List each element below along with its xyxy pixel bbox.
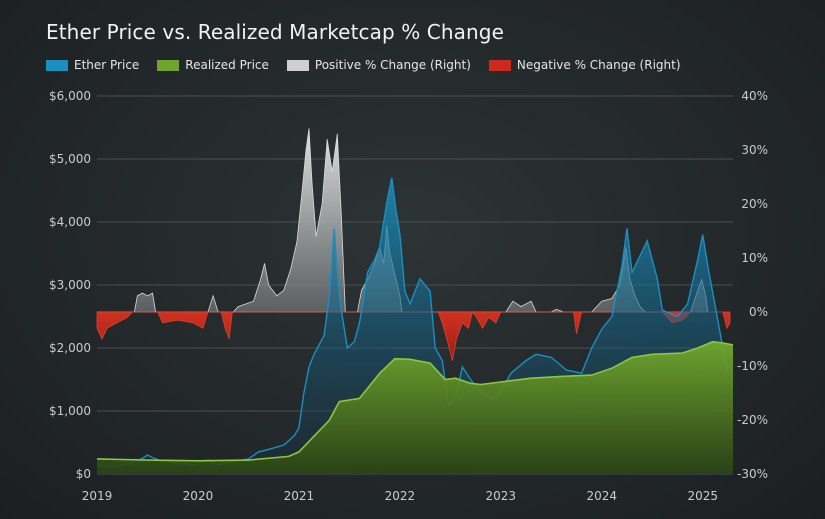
legend-item-realized-price[interactable]: Realized Price [157, 58, 269, 72]
legend-label-positive-change: Positive % Change (Right) [314, 58, 471, 72]
x-tick-label: 2020 [183, 489, 214, 503]
legend-item-negative-change[interactable]: Negative % Change (Right) [488, 58, 681, 72]
legend-swatch-ether-price [46, 59, 68, 71]
legend-swatch-positive-change [286, 59, 309, 71]
y-right-tick-label: 10% [741, 251, 768, 265]
y-left-tick-label: $6,000 [49, 89, 91, 103]
y-right-tick-label: 0% [749, 305, 768, 319]
y-left-tick-label: $0 [76, 467, 91, 481]
x-tick-label: 2019 [82, 489, 113, 503]
legend: Ether Price Realized Price Positive % Ch… [46, 58, 699, 72]
y-right-tick-label: -10% [737, 359, 768, 373]
y-right-tick-label: -30% [737, 467, 768, 481]
x-tick-label: 2025 [687, 489, 718, 503]
legend-swatch-negative-change [488, 59, 511, 71]
chart-title: Ether Price vs. Realized Marketcap % Cha… [46, 20, 504, 44]
x-tick-label: 2021 [284, 489, 315, 503]
y-right-tick-label: 20% [741, 197, 768, 211]
realized-price-area [97, 341, 733, 474]
y-left-tick-label: $1,000 [49, 404, 91, 418]
legend-label-ether-price: Ether Price [74, 58, 140, 72]
legend-label-realized-price: Realized Price [185, 58, 269, 72]
series-areas [96, 128, 734, 474]
legend-swatch-realized-price [157, 59, 180, 71]
axis-ticks: $0 $1,000 $2,000 $3,000 $4,000 $5,000 $6,000 -3… [49, 89, 768, 503]
y-left-tick-label: $4,000 [49, 215, 91, 229]
x-tick-label: 2022 [385, 489, 416, 503]
legend-item-ether-price[interactable]: Ether Price [46, 58, 139, 72]
y-left-tick-label: $5,000 [49, 152, 91, 166]
x-tick-label: 2023 [486, 489, 517, 503]
legend-label-negative-change: Negative % Change (Right) [516, 58, 681, 72]
y-right-tick-label: -20% [737, 413, 768, 427]
legend-item-positive-change[interactable]: Positive % Change (Right) [286, 58, 471, 72]
y-left-tick-label: $2,000 [49, 341, 91, 355]
realized-price-line [96, 340, 734, 462]
y-right-tick-label: 30% [741, 143, 768, 157]
y-left-tick-label: $3,000 [49, 278, 91, 292]
y-right-tick-label: 40% [741, 89, 768, 103]
x-tick-label: 2024 [586, 489, 617, 503]
